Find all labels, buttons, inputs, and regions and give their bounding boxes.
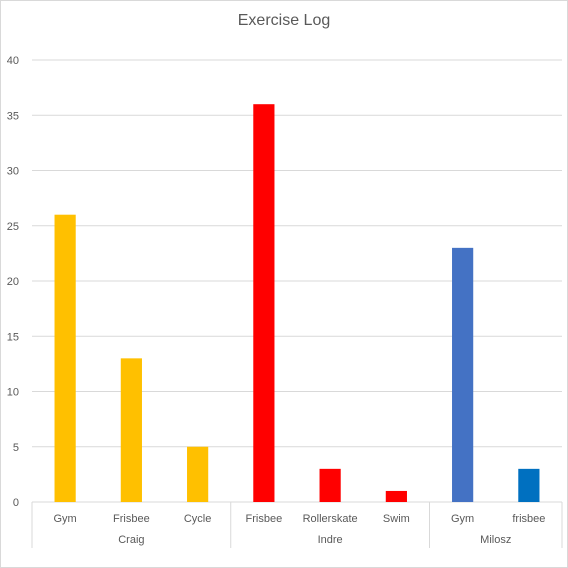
group-label: Craig <box>118 534 144 546</box>
y-tick-label: 25 <box>7 221 19 233</box>
bar <box>253 104 275 502</box>
group-label: Milosz <box>480 534 511 546</box>
category-label: Frisbee <box>246 513 283 525</box>
bar <box>319 468 341 502</box>
bar <box>518 468 540 502</box>
y-tick-label: 35 <box>7 110 19 122</box>
category-label: Cycle <box>184 513 212 525</box>
y-tick-label: 5 <box>13 442 19 454</box>
group-label: Indre <box>318 534 343 546</box>
chart-title: Exercise Log <box>237 12 331 29</box>
category-label: Frisbee <box>113 513 150 525</box>
category-label: Gym <box>451 513 474 525</box>
y-tick-label: 20 <box>7 276 19 288</box>
y-tick-label: 40 <box>7 55 19 67</box>
y-tick-label: 0 <box>13 497 19 509</box>
category-label: Gym <box>54 513 77 525</box>
bar <box>120 358 142 502</box>
category-label: Rollerskate <box>303 513 358 525</box>
bar <box>187 446 209 502</box>
bar <box>452 247 474 502</box>
category-label: Swim <box>383 513 410 525</box>
y-tick-label: 15 <box>7 331 19 343</box>
y-tick-label: 30 <box>7 166 19 178</box>
category-label: frisbee <box>512 513 545 525</box>
y-tick-label: 10 <box>7 387 19 399</box>
bar <box>385 490 407 502</box>
bar <box>54 214 76 502</box>
